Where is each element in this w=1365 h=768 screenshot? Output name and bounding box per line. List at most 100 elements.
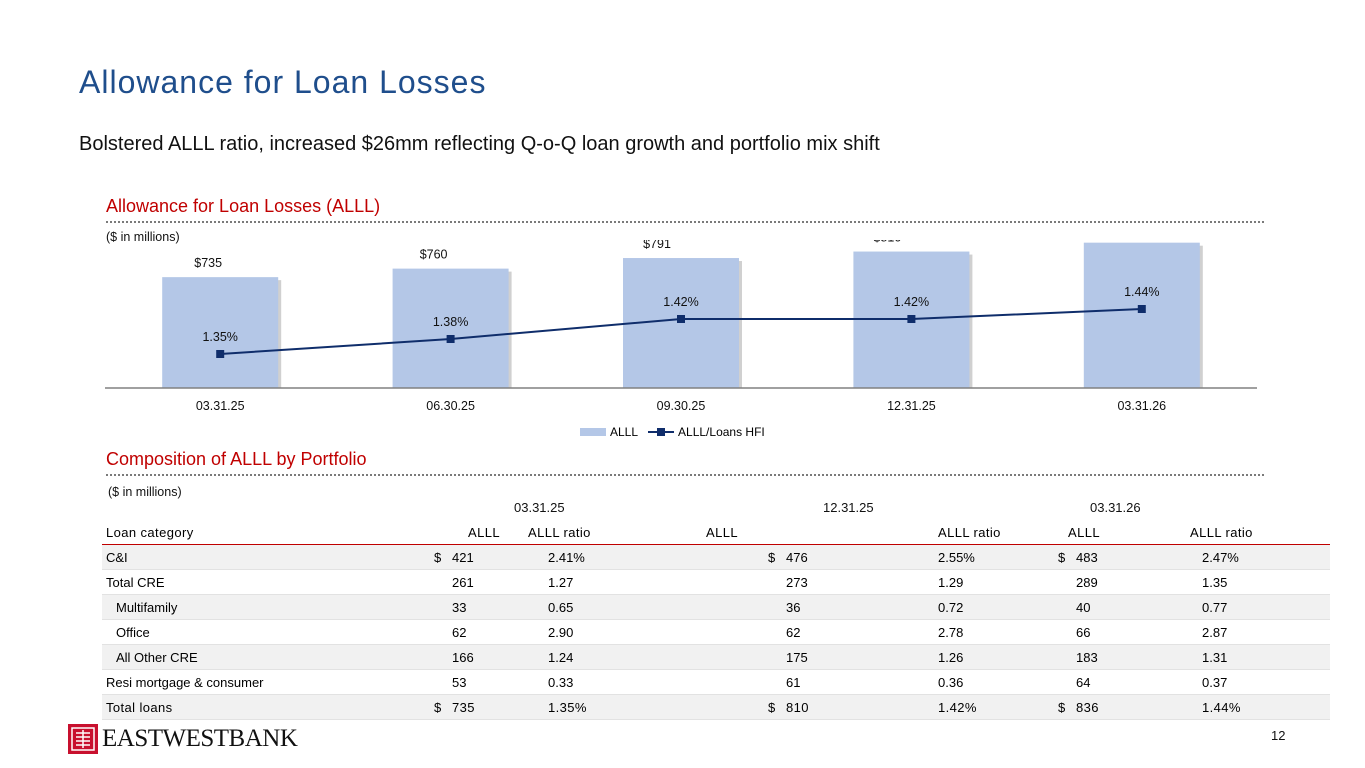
bar-value-label: $760 bbox=[420, 248, 448, 262]
bar-value-label: $810 bbox=[873, 240, 901, 245]
col-header: ALLL ratio bbox=[1148, 520, 1330, 545]
table-cell: 289 bbox=[1058, 569, 1148, 595]
table-cell: 66 bbox=[1058, 619, 1148, 645]
table-cell: $836 bbox=[1058, 694, 1148, 720]
table-cell: 1.44% bbox=[1148, 694, 1330, 720]
alll-value: 166 bbox=[452, 649, 474, 665]
table-cell: 0.33 bbox=[528, 669, 668, 695]
table-cell: 166 bbox=[430, 644, 528, 670]
alll-value: 36 bbox=[786, 599, 801, 615]
col-header: ALLL ratio bbox=[938, 520, 1058, 545]
table-cell: 53 bbox=[430, 669, 528, 695]
table-cell: Resi mortgage & consumer bbox=[102, 669, 430, 695]
table-cell: Office bbox=[102, 619, 430, 645]
alll-composition-table: Loan category ALLL ALLL ratio ALLL ALLL … bbox=[102, 520, 1330, 720]
table-cell: 1.26 bbox=[938, 644, 1058, 670]
ratio-value-label: 1.35% bbox=[202, 330, 237, 344]
currency-symbol: $ bbox=[434, 549, 442, 565]
table-cell: 0.36 bbox=[938, 669, 1058, 695]
bar-value-label: $735 bbox=[194, 256, 222, 270]
table-cell: 1.24 bbox=[528, 644, 668, 670]
table-row: Office 62 2.90 62 2.78 66 2.87 bbox=[102, 619, 1330, 645]
ratio-marker bbox=[907, 315, 916, 323]
col-header: ALLL ratio bbox=[528, 520, 668, 545]
currency-symbol: $ bbox=[434, 699, 442, 715]
east-west-bank-logo-icon bbox=[68, 724, 98, 754]
legend-label-alll: ALLL bbox=[610, 425, 639, 439]
alll-value: 40 bbox=[1076, 599, 1091, 615]
period-header-1: 03.31.25 bbox=[514, 500, 565, 515]
chart-legend: ALLL ALLL/Loans HFI bbox=[580, 425, 765, 439]
alll-value: 62 bbox=[786, 624, 801, 640]
table-section-heading: Composition of ALLL by Portfolio bbox=[106, 449, 367, 469]
table-row: All Other CRE 166 1.24 175 1.26 183 1.31 bbox=[102, 644, 1330, 670]
alll-value: 273 bbox=[786, 574, 808, 590]
x-tick-label: 12.31.25 bbox=[887, 399, 936, 413]
table-cell: 183 bbox=[1058, 644, 1148, 670]
table-cell: 0.72 bbox=[938, 594, 1058, 620]
alll-value: 836 bbox=[1076, 699, 1099, 715]
table-cell: C&I bbox=[102, 544, 430, 570]
ratio-marker bbox=[216, 350, 225, 358]
table-cell: 2.87 bbox=[1148, 619, 1330, 645]
table-cell: 33 bbox=[430, 594, 528, 620]
ratio-marker bbox=[1137, 305, 1146, 313]
page-title: Allowance for Loan Losses bbox=[79, 64, 487, 100]
page-number: 12 bbox=[1271, 728, 1286, 743]
currency-symbol: $ bbox=[768, 549, 776, 565]
table-cell: 2.47% bbox=[1148, 544, 1330, 570]
table-cell: 62 bbox=[668, 619, 938, 645]
period-header-3: 03.31.26 bbox=[1090, 500, 1141, 515]
table-cell: $735 bbox=[430, 694, 528, 720]
legend-swatch-line bbox=[648, 428, 675, 436]
alll-value: 62 bbox=[452, 624, 467, 640]
ratio-value-label: 1.42% bbox=[663, 295, 698, 309]
table-cell: 0.77 bbox=[1148, 594, 1330, 620]
table-row: C&I $421 2.41% $476 2.55% $483 2.47% bbox=[102, 544, 1330, 570]
ratio-value-label: 1.38% bbox=[433, 315, 468, 329]
col-header: ALLL bbox=[1058, 520, 1148, 545]
table-cell: All Other CRE bbox=[102, 644, 430, 670]
table-cell: 64 bbox=[1058, 669, 1148, 695]
chart-section-heading: Allowance for Loan Losses (ALLL) bbox=[106, 196, 381, 216]
alll-value: 810 bbox=[786, 699, 809, 715]
chart-section-divider bbox=[106, 221, 1264, 223]
table-cell: Multifamily bbox=[102, 594, 430, 620]
table-cell: 0.65 bbox=[528, 594, 668, 620]
table-header-row: Loan category ALLL ALLL ratio ALLL ALLL … bbox=[102, 520, 1330, 545]
alll-value: 64 bbox=[1076, 674, 1091, 690]
alll-value: 289 bbox=[1076, 574, 1098, 590]
currency-symbol: $ bbox=[1058, 549, 1066, 565]
ratio-marker bbox=[446, 335, 455, 343]
legend-swatch-bar bbox=[580, 428, 606, 436]
period-header-2: 12.31.25 bbox=[823, 500, 874, 515]
alll-value: 421 bbox=[452, 549, 474, 565]
page-subtitle: Bolstered ALLL ratio, increased $26mm re… bbox=[79, 133, 880, 155]
table-cell: 2.55% bbox=[938, 544, 1058, 570]
bar-alll bbox=[392, 268, 509, 388]
bar-value-label: $791 bbox=[643, 240, 671, 251]
chart-units-note: ($ in millions) bbox=[106, 230, 180, 244]
currency-symbol: $ bbox=[768, 699, 776, 715]
table-cell: $483 bbox=[1058, 544, 1148, 570]
ratio-value-label: 1.42% bbox=[894, 295, 929, 309]
table-cell: $810 bbox=[668, 694, 938, 720]
table-cell: Total loans bbox=[102, 694, 430, 720]
table-cell: 1.42% bbox=[938, 694, 1058, 720]
col-header: Loan category bbox=[102, 520, 430, 545]
logo-wordmark: EASTWESTBANK bbox=[102, 725, 298, 752]
table-row: Total CRE 261 1.27 273 1.29 289 1.35 bbox=[102, 569, 1330, 595]
table-cell: 36 bbox=[668, 594, 938, 620]
table-cell: 175 bbox=[668, 644, 938, 670]
x-tick-label: 03.31.26 bbox=[1117, 399, 1166, 413]
alll-value: 53 bbox=[452, 674, 467, 690]
alll-value: 66 bbox=[1076, 624, 1091, 640]
alll-value: 735 bbox=[452, 699, 475, 715]
table-cell: 1.29 bbox=[938, 569, 1058, 595]
table-cell: 61 bbox=[668, 669, 938, 695]
table-cell: 2.78 bbox=[938, 619, 1058, 645]
x-tick-label: 09.30.25 bbox=[657, 399, 706, 413]
table-row: Total loans $735 1.35% $810 1.42% $836 1.44% bbox=[102, 694, 1330, 720]
table-cell: 62 bbox=[430, 619, 528, 645]
table-cell: $421 bbox=[430, 544, 528, 570]
